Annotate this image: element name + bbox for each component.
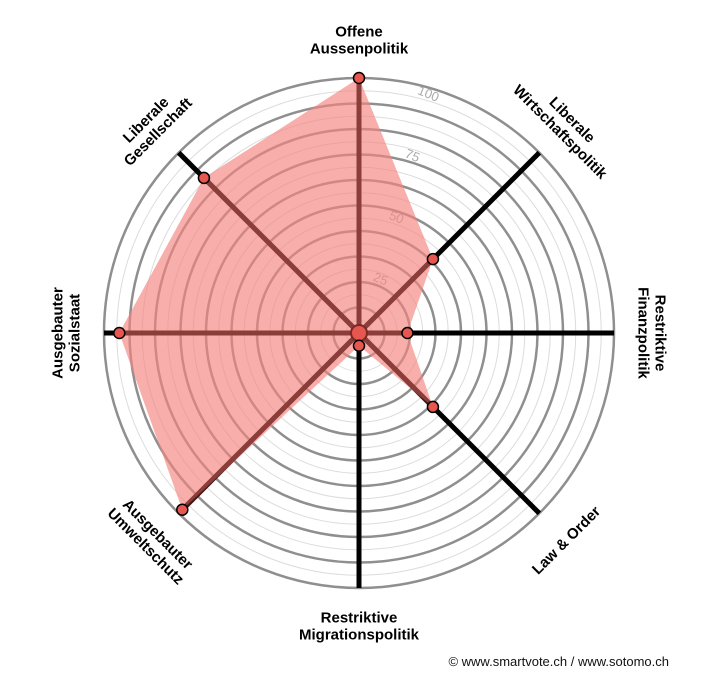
axis-label-line: Ausgebauter: [50, 287, 67, 379]
data-point: [176, 503, 189, 516]
axis-label-line: Migrationspolitik: [299, 627, 420, 644]
axis-label-line: Restriktive: [652, 295, 669, 372]
data-points: [113, 71, 440, 516]
axis-spokes-overlay: [119, 78, 435, 512]
data-area: [119, 78, 433, 510]
ring-label: 100: [416, 83, 442, 105]
axis-label-line: Aussenpolitik: [310, 41, 409, 58]
axis-spoke-highlight: [357, 331, 435, 409]
center-dot: [350, 324, 368, 342]
axis-spoke-highlight: [202, 176, 361, 335]
axis-spoke-highlight: [357, 257, 435, 335]
data-point: [426, 400, 440, 414]
ring-label: 75: [403, 146, 422, 165]
axis-label-line: Offene: [335, 24, 383, 41]
axis-label: Ausgebauter Sozialstaat: [50, 287, 84, 379]
data-point: [113, 326, 126, 340]
data-polygon: [119, 78, 433, 510]
data-point: [426, 252, 440, 266]
axis-label-line: Finanzpolitik: [635, 287, 652, 379]
axis-label: Law & Order: [529, 503, 604, 578]
credit-text: © www.smartvote.ch / www.sotomo.ch: [448, 654, 669, 669]
data-point: [352, 71, 366, 85]
data-point: [352, 339, 366, 352]
axis-label-line: Law & Order: [529, 503, 604, 578]
data-point: [401, 326, 414, 340]
axis-spoke-highlight: [180, 331, 361, 512]
data-point: [197, 171, 211, 185]
axis-label-line: Sozialstaat: [67, 294, 84, 372]
axis-label-line: Restriktive: [321, 610, 398, 627]
